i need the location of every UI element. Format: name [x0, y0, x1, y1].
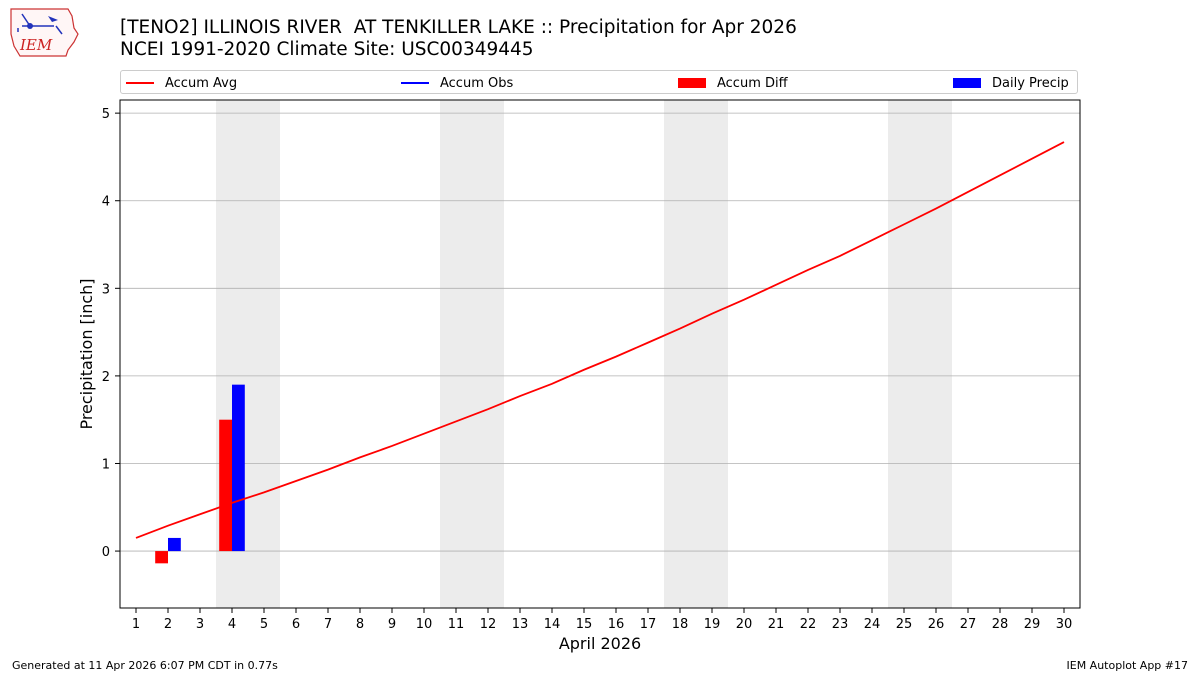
- x-tick-label: 6: [292, 617, 300, 632]
- y-tick-label: 1: [102, 457, 110, 472]
- weekend-shade: [440, 100, 504, 608]
- daily-precip-bar: [232, 384, 245, 552]
- x-tick-label: 14: [544, 617, 561, 632]
- legend-label-accum-diff: Accum Diff: [717, 75, 788, 91]
- y-gridlines: [120, 112, 1080, 552]
- x-tick-label: 18: [672, 617, 689, 632]
- x-tick-label: 23: [832, 617, 849, 632]
- legend-label-accum-obs: Accum Obs: [440, 75, 514, 91]
- y-tick-label: 4: [102, 195, 110, 210]
- x-tick-label: 20: [736, 617, 753, 632]
- iem-logo: IEM: [8, 6, 80, 60]
- y-tick-label: 2: [102, 370, 110, 385]
- x-tick-label: 12: [480, 617, 497, 632]
- x-tick-label: 2: [164, 617, 172, 632]
- x-tick-label: 28: [992, 617, 1009, 632]
- plot-frame: [119, 99, 1081, 609]
- legend-item-daily-precip: Daily Precip: [953, 74, 1069, 92]
- accum-diff-bar: [219, 419, 232, 552]
- y-tick-label: 3: [102, 282, 110, 297]
- chart-legend: Accum Avg Accum Obs Accum Diff Daily Pre…: [120, 70, 1078, 94]
- legend-swatch-daily-precip: [953, 78, 981, 88]
- legend-swatch-accum-avg: [126, 82, 154, 84]
- legend-swatch-accum-obs: [401, 82, 429, 84]
- weekend-shade: [888, 100, 952, 608]
- y-tick-label: 5: [102, 107, 110, 122]
- x-tick-label: 27: [960, 617, 977, 632]
- legend-swatch-accum-diff: [678, 78, 706, 88]
- legend-item-accum-obs: Accum Obs: [401, 74, 513, 92]
- x-tick-label: 17: [640, 617, 657, 632]
- x-tick-label: 21: [768, 617, 785, 632]
- x-tick-label: 9: [388, 617, 396, 632]
- x-tick-label: 22: [800, 617, 817, 632]
- x-tick-label: 8: [356, 617, 364, 632]
- x-tick-label: 30: [1056, 617, 1073, 632]
- x-tick-label: 7: [324, 617, 332, 632]
- x-tick-label: 25: [896, 617, 913, 632]
- x-tick-label: 3: [196, 617, 204, 632]
- chart-title: [TENO2] ILLINOIS RIVER AT TENKILLER LAKE…: [120, 17, 797, 61]
- iem-logo-graphic: IEM: [10, 8, 79, 57]
- accum-diff-bar: [155, 551, 168, 564]
- x-tick-label: 11: [448, 617, 465, 632]
- x-axis-label: April 2026: [559, 634, 641, 653]
- weekend-shading: [216, 100, 952, 608]
- legend-item-accum-avg: Accum Avg: [126, 74, 237, 92]
- x-tick-label: 15: [576, 617, 593, 632]
- chart-title-line1: [TENO2] ILLINOIS RIVER AT TENKILLER LAKE…: [120, 17, 797, 38]
- y-tick-label: 0: [102, 545, 110, 560]
- legend-label-accum-avg: Accum Avg: [165, 75, 238, 91]
- chart-title-line2: NCEI 1991-2020 Climate Site: USC00349445: [120, 39, 534, 60]
- legend-item-accum-diff: Accum Diff: [678, 74, 788, 92]
- footer-app: IEM Autoplot App #17: [1066, 659, 1189, 672]
- accum-avg-line: [135, 141, 1065, 539]
- x-tick-label: 5: [260, 617, 268, 632]
- line-marks: [135, 141, 1065, 539]
- bar-marks: [155, 384, 245, 564]
- x-tick-label: 1: [132, 617, 140, 632]
- x-tick-label: 13: [512, 617, 529, 632]
- daily-precip-bar: [168, 537, 181, 552]
- weekend-shade: [664, 100, 728, 608]
- x-tick-label: 24: [864, 617, 881, 632]
- x-tick-label: 10: [416, 617, 433, 632]
- footer-generated: Generated at 11 Apr 2026 6:07 PM CDT in …: [12, 659, 278, 672]
- x-tick-label: 26: [928, 617, 945, 632]
- logo-text: IEM: [19, 36, 53, 54]
- x-tick-label: 29: [1024, 617, 1041, 632]
- x-tick-label: 19: [704, 617, 721, 632]
- legend-label-daily-precip: Daily Precip: [992, 75, 1069, 91]
- y-axis-label: Precipitation [inch]: [77, 278, 96, 429]
- x-tick-label: 16: [608, 617, 625, 632]
- x-tick-label: 4: [228, 617, 236, 632]
